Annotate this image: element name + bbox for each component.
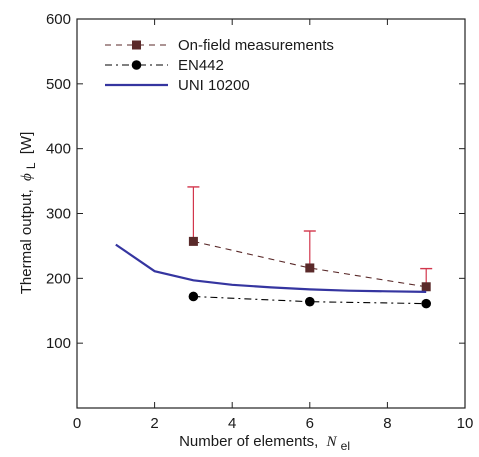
y-axis-title: Thermal output, ϕ L [W] [18, 132, 39, 295]
legend-label: EN442 [178, 57, 224, 74]
data-point-circle [421, 298, 432, 309]
data-point-square [305, 263, 315, 273]
legend-marker [132, 40, 141, 50]
y-tick-label: 400 [46, 141, 71, 158]
legend-label: UNI 10200 [178, 77, 250, 94]
series-layer [115, 186, 433, 309]
x-axis-title-var: N [325, 434, 337, 450]
series-line [115, 243, 427, 293]
data-point-square [188, 236, 198, 246]
y-tick-label: 500 [46, 76, 71, 93]
x-tick-label: 10 [457, 415, 474, 432]
y-tick-label: 100 [46, 335, 71, 352]
y-axis-title-text: Thermal output, [18, 189, 35, 294]
y-axis-title-var: ϕ [19, 173, 35, 181]
y-tick-label: 200 [46, 270, 71, 287]
y-axis-title-unit: [W] [18, 132, 35, 155]
data-point-circle [305, 296, 315, 307]
legend-label: On-field measurements [178, 37, 334, 54]
data-point-square [421, 282, 431, 292]
legend-marker [131, 60, 142, 70]
x-axis-title-sub: el [341, 439, 350, 452]
y-axis-title-sub: L [24, 162, 38, 169]
data-point-circle [188, 291, 199, 302]
x-tick-label: 6 [306, 415, 314, 432]
plot-frame [76, 18, 466, 409]
legend: On-field measurements EN442 UNI 10200 [105, 37, 334, 94]
x-axis-title: Number of elements, N el [179, 433, 350, 452]
x-tick-label: 4 [228, 415, 236, 432]
x-tick-label: 2 [150, 415, 158, 432]
series-line [193, 295, 427, 305]
axis-ticks: 0 2 4 6 8 10 100 200 300 400 500 600 [46, 11, 473, 432]
y-tick-label: 300 [46, 206, 71, 223]
series-line [193, 240, 427, 288]
x-tick-label: 0 [73, 415, 81, 432]
y-tick-label: 600 [46, 11, 71, 28]
x-tick-label: 8 [383, 415, 391, 432]
x-axis-title-text: Number of elements, [179, 433, 318, 450]
